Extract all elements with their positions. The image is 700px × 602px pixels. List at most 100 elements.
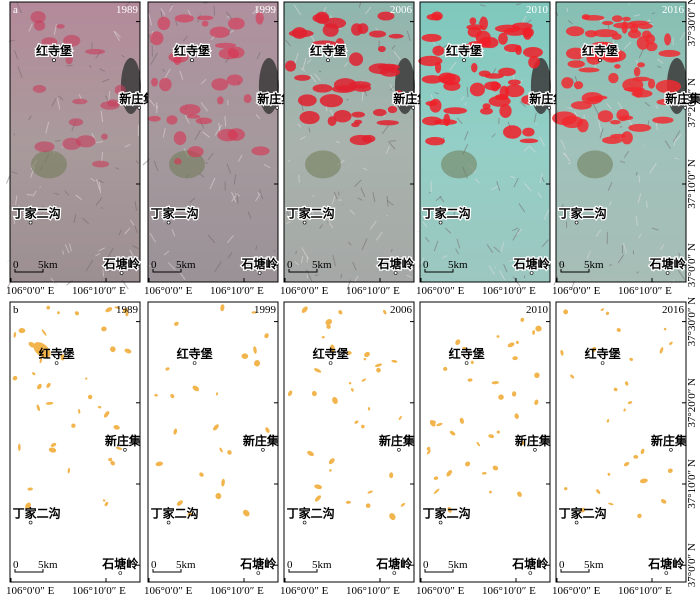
cropland-patch (327, 116, 337, 126)
terrain-texture (349, 209, 356, 215)
terrain-texture (456, 117, 463, 125)
cropland-patch (471, 62, 478, 73)
cropland-patch (173, 131, 187, 146)
terrain-texture (189, 197, 196, 204)
terrain-texture (305, 269, 313, 282)
terrain-texture (637, 193, 642, 204)
change-patch (25, 502, 31, 510)
change-patch (365, 503, 371, 509)
terrain-texture (360, 187, 366, 198)
change-patch (470, 360, 474, 365)
cropland-patch (107, 99, 120, 107)
terrain-texture (95, 179, 101, 190)
terrain-texture (609, 264, 612, 267)
change-patch (74, 311, 79, 316)
terrain-texture (479, 47, 486, 56)
terrain-texture (28, 23, 33, 32)
cropland-patch (333, 110, 352, 123)
place-marker (118, 571, 123, 575)
change-patch (215, 392, 219, 396)
terrain-texture (390, 248, 393, 253)
terrain-texture (519, 79, 523, 86)
cropland-patch (101, 133, 108, 140)
terrain-texture (599, 128, 604, 139)
longitude-label: 106°10′0″ E (210, 585, 264, 597)
place-marker (328, 361, 333, 365)
cropland-patch (426, 13, 442, 21)
terrain-texture (306, 58, 312, 64)
place-name: 石塘岭 (241, 256, 278, 271)
scale-start: 0 (423, 559, 429, 571)
change-patch (345, 351, 352, 355)
change-patch (104, 501, 109, 507)
terrain-texture (557, 261, 566, 267)
cropland-patch (425, 136, 445, 146)
cropland-patch (65, 53, 73, 65)
place-marker (302, 520, 307, 525)
terrain-texture (638, 233, 642, 239)
cropland-patch (633, 66, 641, 77)
terrain-texture (678, 252, 684, 262)
place-marker (397, 447, 401, 452)
terrain-texture (513, 177, 519, 188)
place-marker (574, 220, 579, 225)
cropland-patch (621, 21, 628, 34)
terrain-texture (607, 182, 613, 191)
cropland-patch (159, 77, 172, 92)
terrain-texture (299, 136, 306, 140)
terrain-texture (464, 131, 469, 141)
terrain-texture (64, 190, 70, 196)
change-patch (71, 423, 76, 428)
terrain-texture (254, 193, 262, 202)
terrain-texture (82, 217, 90, 225)
cropland-patch (637, 62, 645, 68)
cropland-patch (561, 77, 574, 89)
change-patch (87, 394, 93, 400)
cropland-patch (331, 85, 356, 93)
change-patch (389, 513, 396, 521)
change-patch (37, 383, 42, 390)
terrain-texture (496, 181, 501, 192)
latitude-label: 37°0′0″ N (686, 243, 698, 287)
terrain-texture (474, 178, 480, 184)
terrain-texture (623, 41, 632, 50)
change-patch (57, 311, 60, 315)
change-patch (616, 327, 621, 333)
cropland-patch (645, 41, 658, 52)
terrain-texture (556, 11, 559, 17)
terrain-texture (673, 137, 677, 146)
change-patch (154, 393, 158, 397)
change-patch (253, 346, 257, 354)
terrain-texture (124, 227, 131, 235)
scale-end: 5km (176, 259, 196, 271)
terrain-texture (56, 44, 64, 58)
terrain-texture (205, 161, 208, 165)
cropland-patch (633, 88, 643, 98)
place-name: 石塘岭 (101, 556, 138, 571)
change-patch (12, 375, 18, 381)
terrain-texture (518, 203, 526, 213)
cropland-patch (56, 24, 65, 29)
terrain-texture (508, 260, 513, 263)
terrain-texture (533, 112, 537, 123)
place-name: 丁家二沟 (423, 506, 471, 521)
change-patch (176, 500, 183, 506)
place-marker (166, 520, 171, 525)
cropland-patch (353, 119, 363, 125)
terrain-texture (381, 124, 390, 135)
cropland-patch (187, 146, 204, 158)
cropland-patch (352, 84, 372, 92)
place-name: 红寺堡 (582, 43, 618, 58)
terrain-texture (241, 264, 245, 267)
terrain-texture (114, 30, 121, 38)
cropland-patch (195, 117, 213, 125)
change-patch (325, 318, 332, 326)
cropland-patch (658, 49, 681, 58)
place-name: 石塘岭 (511, 556, 548, 571)
longitude-label: 106°0′0″ E (416, 585, 465, 597)
cropland-patch (443, 113, 451, 127)
change-patch (314, 495, 322, 502)
